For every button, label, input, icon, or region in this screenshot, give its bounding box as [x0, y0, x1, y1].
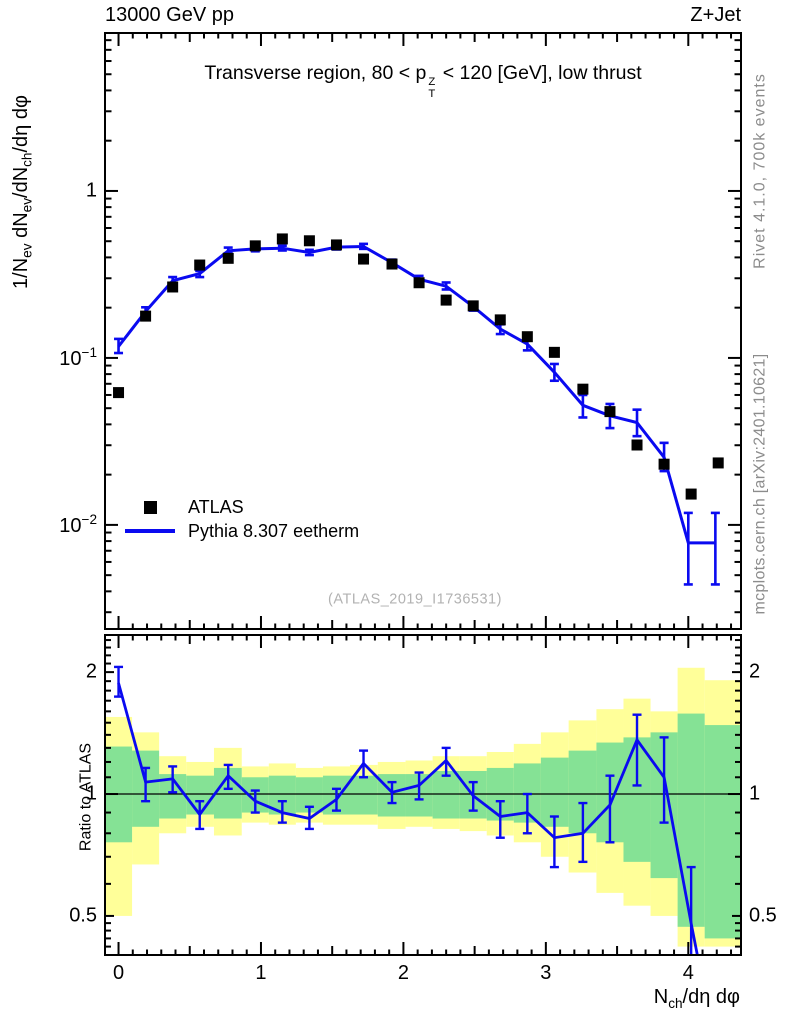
legend-label-atlas: ATLAS [188, 496, 244, 517]
atlas-square-marker-icon [143, 500, 157, 514]
legend-item-atlas: ATLAS [122, 495, 359, 519]
ratio-panel-content [106, 665, 740, 954]
header-beam-energy: 13000 GeV pp [105, 4, 234, 26]
stat-uncertainty-band [432, 770, 460, 819]
atlas-data-point [658, 458, 670, 470]
y-ratio-tick-label-left: 2 [85, 660, 97, 683]
x-axis-label: Nch/dη dφ [653, 986, 740, 1011]
atlas-data-point [167, 281, 179, 293]
atlas-data-point [467, 300, 479, 312]
legend-item-pythia: Pythia 8.307 eetherm [122, 519, 359, 543]
stat-uncertainty-band [540, 757, 569, 827]
analysis-watermark: (ATLAS_2019_I1736531) [328, 591, 502, 608]
y-main-tick-label: 10−1 [59, 345, 97, 370]
atlas-data-point [113, 387, 125, 399]
mcplots-arxiv-note: mcplots.cern.ch [arXiv:2401.10621] [751, 353, 769, 615]
x-tick-label: 3 [540, 962, 552, 984]
y-ratio-tick-label-left: 0.5 [69, 904, 97, 927]
y-ratio-tick-label-right: 1 [749, 782, 761, 805]
y-axis-label-main: 1/Nev dNev/dNch/dη dφ [9, 95, 35, 289]
atlas-data-point [521, 331, 533, 343]
atlas-data-point [140, 310, 152, 322]
atlas-data-point [194, 259, 206, 271]
atlas-data-point [548, 346, 560, 358]
x-tick-label: 4 [682, 962, 694, 984]
atlas-data-point [303, 235, 315, 247]
atlas-data-point [604, 406, 616, 418]
atlas-data-point [631, 439, 643, 451]
main-panel-content [113, 233, 724, 586]
x-tick-label: 0 [112, 962, 125, 984]
rivet-version-note: Rivet 4.1.0, 700k events [751, 73, 769, 269]
legend: ATLAS Pythia 8.307 eetherm [122, 495, 359, 543]
atlas-data-point [577, 383, 589, 395]
atlas-data-point [413, 277, 425, 289]
atlas-data-point [440, 294, 452, 306]
atlas-data-point [358, 253, 370, 265]
legend-label-pythia: Pythia 8.307 eetherm [188, 520, 360, 541]
main-panel-frame [104, 32, 742, 630]
pythia-ratio-line [117, 682, 699, 954]
y-ratio-tick-label-right: 0.5 [749, 904, 777, 927]
y-ratio-tick-label-left: 1 [85, 782, 97, 805]
stat-uncertainty-band [704, 725, 740, 939]
atlas-data-point [386, 258, 398, 270]
pythia-line-marker-icon [125, 529, 175, 533]
x-tick-label: 2 [397, 962, 409, 984]
atlas-data-point [222, 252, 234, 264]
y-ratio-tick-label-right: 2 [749, 660, 761, 683]
x-tick-label: 1 [255, 962, 267, 984]
atlas-data-point [276, 233, 288, 245]
atlas-data-point [685, 488, 697, 500]
atlas-data-point [712, 457, 724, 469]
stat-uncertainty-band [349, 775, 378, 815]
y-main-tick-label: 10−2 [59, 512, 97, 537]
atlas-data-point [494, 314, 506, 326]
header-process: Z+Jet [690, 4, 741, 26]
atlas-data-point [330, 239, 342, 251]
y-main-tick-label: 1 [85, 179, 97, 202]
atlas-data-point [249, 240, 261, 252]
